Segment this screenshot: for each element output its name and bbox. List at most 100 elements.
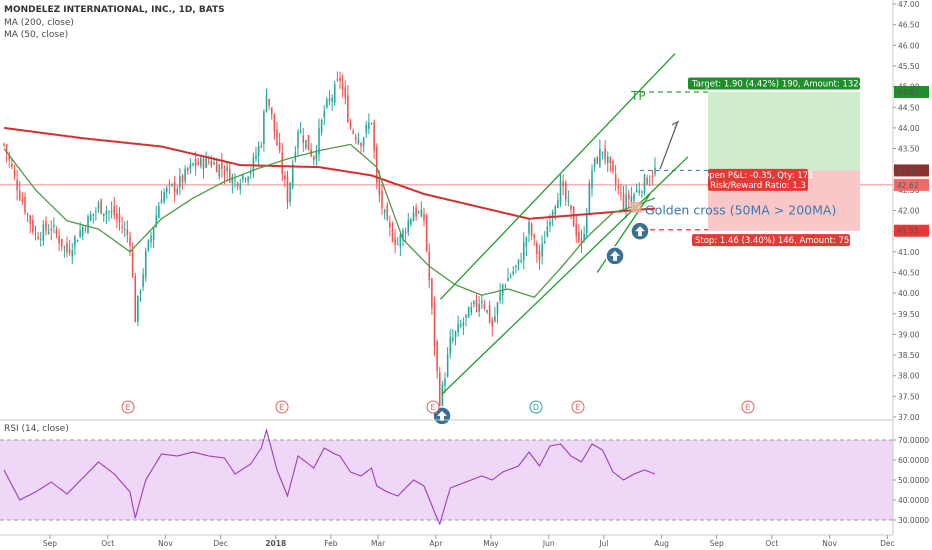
price-tick-label: 46.00	[898, 41, 920, 50]
candle-body	[444, 378, 446, 386]
candle-body	[105, 211, 108, 215]
candle-body	[142, 274, 144, 288]
candle-body	[575, 223, 578, 236]
candle-body	[365, 125, 368, 133]
candle-body	[651, 176, 654, 178]
target-label-box	[688, 77, 860, 90]
candle-body	[507, 277, 509, 282]
stop-label: Stop: 1.46 (3.40%) 146, Amount: 750.34	[695, 236, 868, 246]
candle-body	[50, 229, 53, 231]
candle-body	[433, 302, 436, 346]
candle-body	[297, 131, 299, 148]
candle-body	[8, 154, 11, 160]
marker-letter: E	[430, 403, 435, 412]
candle-body	[533, 234, 536, 239]
candle-body	[18, 190, 21, 200]
candle-body	[186, 168, 189, 172]
candle-body	[47, 231, 50, 234]
candle-body	[543, 241, 546, 244]
candle-body	[326, 99, 328, 108]
candle-body	[144, 251, 147, 278]
candle-body	[318, 127, 320, 155]
candle-body	[100, 199, 102, 214]
candle-body	[200, 157, 202, 167]
candle-body	[92, 213, 95, 216]
candle-body	[462, 322, 465, 326]
candle-body	[34, 233, 37, 235]
time-tick-label: Oct	[101, 539, 114, 548]
candle-body	[158, 205, 160, 219]
earnings-marker[interactable]	[121, 400, 135, 414]
candle-body	[89, 214, 92, 221]
candle-body	[496, 302, 499, 315]
target-label: Target: 1.90 (4.42%) 190, Amount: 1324.9	[691, 79, 872, 89]
dividend-marker[interactable]	[529, 400, 543, 414]
candle-body	[323, 111, 326, 118]
marker-letter: E	[745, 403, 750, 412]
marker-letter: D	[533, 403, 539, 412]
price-tick-label: 41.00	[898, 248, 920, 257]
candle-body	[121, 226, 123, 228]
earnings-marker[interactable]	[741, 400, 755, 414]
rsi-tick-label: 30.0000	[898, 516, 929, 525]
candle-body	[139, 291, 142, 295]
earnings-marker[interactable]	[426, 400, 440, 414]
price-tick-label: 47.00	[898, 0, 920, 9]
candle-body	[226, 167, 228, 172]
candle-body	[654, 167, 656, 175]
time-tick-label: 2018	[265, 539, 286, 548]
candle-body	[612, 160, 614, 172]
candle-body	[417, 212, 420, 214]
candle-body	[236, 182, 239, 187]
price-tick-label: 38.50	[898, 351, 920, 360]
candle-body	[357, 139, 360, 144]
candle-body	[473, 301, 475, 305]
candle-body	[467, 307, 470, 318]
candle-body	[68, 249, 71, 254]
candle-body	[84, 228, 87, 230]
candle-body	[494, 316, 496, 322]
earnings-marker[interactable]	[275, 400, 289, 414]
candle-body	[378, 180, 381, 195]
candle-body	[45, 221, 47, 231]
price-tick-label: 44.00	[898, 124, 920, 133]
candle-body	[39, 239, 42, 241]
candle-body	[165, 187, 168, 193]
candle-body	[16, 179, 18, 191]
candle-body	[63, 246, 66, 248]
candle-body	[79, 230, 81, 237]
stop-label-box	[692, 234, 850, 247]
candle-body	[213, 162, 215, 165]
candle-body	[633, 194, 635, 202]
marker-letter: E	[279, 403, 284, 412]
candle-body	[431, 278, 433, 308]
time-tick-label: Jul	[598, 539, 608, 548]
candle-body	[627, 193, 630, 200]
candle-body	[231, 176, 234, 184]
candle-body	[512, 271, 515, 275]
up-arrow-icon	[635, 226, 645, 237]
candle-body	[202, 158, 205, 169]
candle-body	[622, 193, 625, 208]
candle-body	[591, 170, 593, 189]
time-tick-label: Apr	[429, 539, 443, 548]
candle-body	[604, 148, 606, 160]
candle-body	[480, 300, 483, 304]
ma50-legend: MA (50, close)	[4, 30, 69, 40]
time-tick-label: Sep	[710, 539, 724, 548]
time-tick-label: Aug	[654, 539, 669, 548]
rr-label: Risk/Reward Ratio: 1.3	[710, 181, 806, 191]
candle-body	[113, 206, 116, 216]
projection-arrow	[659, 123, 678, 170]
candle-body	[601, 151, 604, 153]
ma50-line	[3, 143, 656, 298]
price-tag-label-stop: 41.51	[897, 227, 919, 236]
candle-body	[265, 96, 268, 112]
earnings-marker[interactable]	[571, 400, 585, 414]
pnl-label: Open P&L: -0.35, Qty: 171	[702, 171, 813, 181]
candle-body	[620, 192, 622, 194]
candle-body	[404, 232, 407, 234]
candle-body	[312, 156, 315, 161]
candle-body	[381, 191, 383, 208]
